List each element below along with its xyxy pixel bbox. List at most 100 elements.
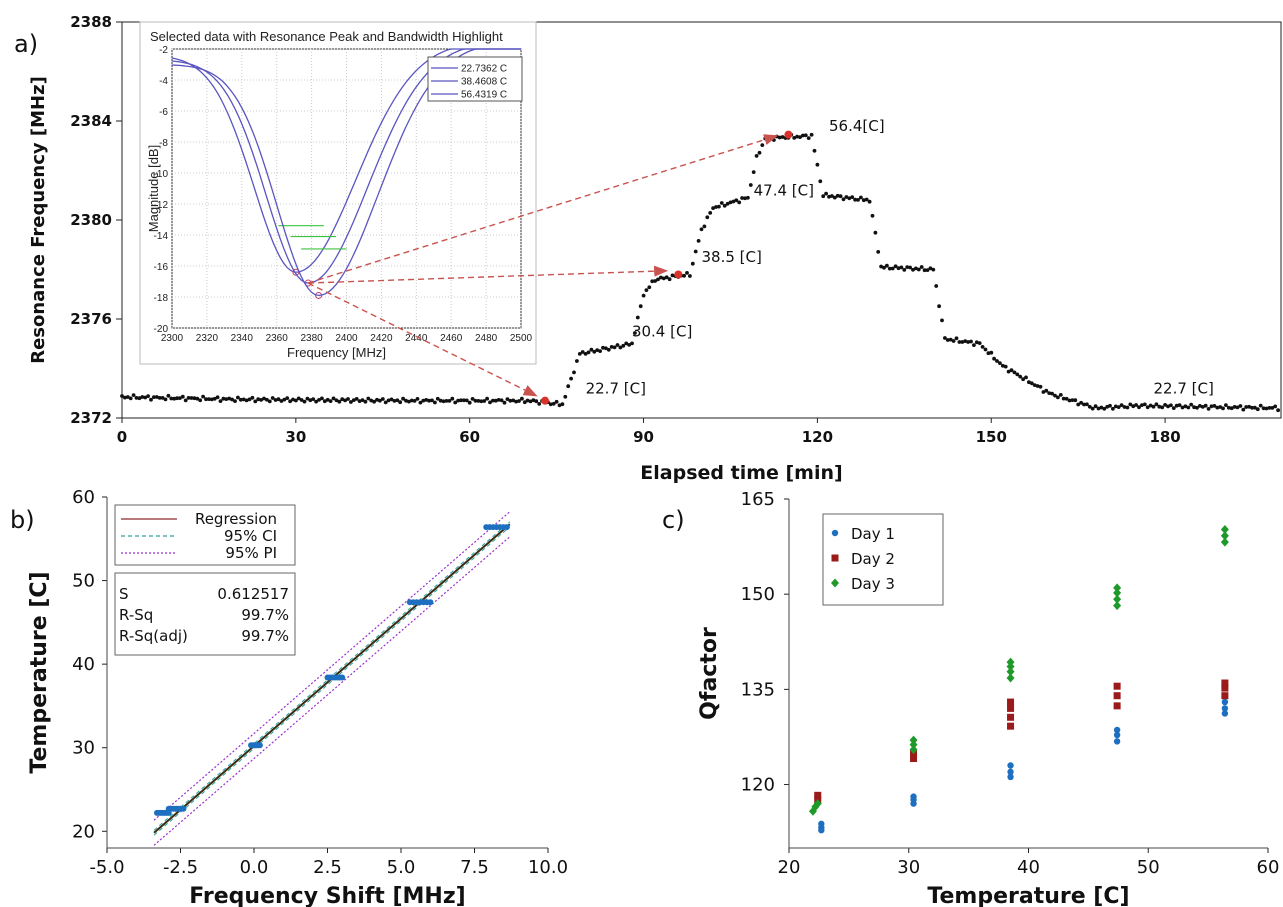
data-point [1061, 396, 1066, 401]
data-point [320, 396, 324, 401]
data-point [847, 196, 852, 201]
data-point [604, 346, 608, 351]
data-point [1250, 405, 1254, 410]
y-tick-label: 135 [741, 679, 775, 700]
data-point [1029, 381, 1034, 386]
temperature-annotation: 47.4 [C] [754, 181, 814, 199]
inset-y-tick-label: -14 [154, 231, 169, 242]
data-point [334, 398, 339, 403]
data-point [746, 195, 750, 200]
data-point [824, 191, 828, 196]
data-point [1134, 403, 1138, 407]
stats-label: R-Sq [119, 606, 153, 624]
inset-x-tick-label: 2480 [475, 333, 498, 344]
data-point [383, 400, 388, 405]
data-point [1267, 406, 1272, 410]
data-point [685, 271, 689, 275]
data-point [233, 399, 237, 403]
data-point [459, 398, 463, 403]
legend-marker [831, 578, 839, 588]
data-point [467, 400, 472, 405]
x-tick-label: 5.0 [387, 857, 416, 878]
data-point [444, 399, 449, 403]
data-point [508, 398, 513, 403]
data-point [1183, 404, 1188, 409]
data-point [1053, 393, 1057, 398]
data-point [873, 230, 878, 235]
data-point [1079, 400, 1083, 405]
inset-title: Selected data with Resonance Peak and Ba… [150, 29, 503, 44]
data-point [777, 135, 782, 140]
data-point [896, 266, 901, 271]
data-point [160, 396, 165, 400]
data-point [340, 397, 345, 402]
data-point-day-3 [909, 745, 918, 755]
data-point [157, 396, 162, 400]
data-point [514, 399, 518, 404]
data-point [302, 399, 307, 404]
annotation-arrow [307, 134, 779, 284]
data-point [705, 215, 710, 220]
data-point [407, 399, 411, 404]
data-point [453, 400, 458, 405]
data-point [488, 400, 492, 405]
data-point [1232, 405, 1237, 409]
data-point [827, 194, 831, 199]
data-point [288, 399, 292, 404]
data-point [879, 264, 883, 269]
data-point [989, 350, 994, 355]
data-point [937, 304, 941, 309]
data-point [125, 395, 130, 399]
data-point [690, 261, 695, 266]
data-point [209, 397, 214, 402]
x-tick-label: 90 [633, 428, 654, 446]
data-point [1102, 406, 1107, 411]
data-point [844, 195, 849, 199]
stats-value: 99.7% [241, 627, 289, 645]
data-point [418, 400, 423, 405]
data-point [940, 318, 944, 323]
data-point [1160, 405, 1165, 410]
temperature-annotation: 22.7 [C] [1154, 379, 1214, 397]
data-point [887, 266, 892, 271]
inset-legend-label: 38.4608 C [461, 77, 507, 88]
data-point [128, 396, 133, 401]
data-point [1038, 384, 1043, 389]
data-point-day-2 [1221, 684, 1229, 692]
y-tick-label: 2380 [70, 211, 112, 229]
data-point [511, 398, 516, 403]
data-point [606, 347, 611, 352]
data-point [143, 395, 148, 400]
data-point [577, 352, 582, 356]
data-point [615, 343, 620, 347]
inset-y-tick-label: -6 [159, 107, 168, 118]
data-point [1082, 402, 1086, 407]
data-point-day-3 [1220, 531, 1229, 541]
data-point [435, 396, 440, 401]
data-point [627, 343, 631, 347]
legend-box [114, 504, 296, 566]
data-point [343, 398, 347, 403]
data-point [236, 395, 240, 400]
data-point [696, 239, 701, 243]
panel-label-c: c) [662, 506, 685, 534]
legend-label: Day 1 [851, 525, 895, 543]
data-point [152, 395, 156, 399]
data-point-day-3 [813, 799, 822, 809]
data-point [227, 396, 232, 401]
data-point [424, 398, 429, 402]
data-point [974, 340, 979, 345]
x-tick-label: 120 [802, 428, 833, 446]
y-axis-label: Temperature [C] [27, 571, 52, 773]
data-point [948, 337, 953, 342]
data-point [919, 265, 924, 269]
data-point [1215, 405, 1220, 410]
inset-y-tick-label: -16 [154, 262, 169, 273]
data-point [656, 277, 660, 282]
data-point [259, 398, 263, 402]
data-point [809, 132, 814, 137]
data-point [1192, 405, 1196, 410]
data-point [192, 396, 197, 401]
data-point [624, 341, 629, 346]
